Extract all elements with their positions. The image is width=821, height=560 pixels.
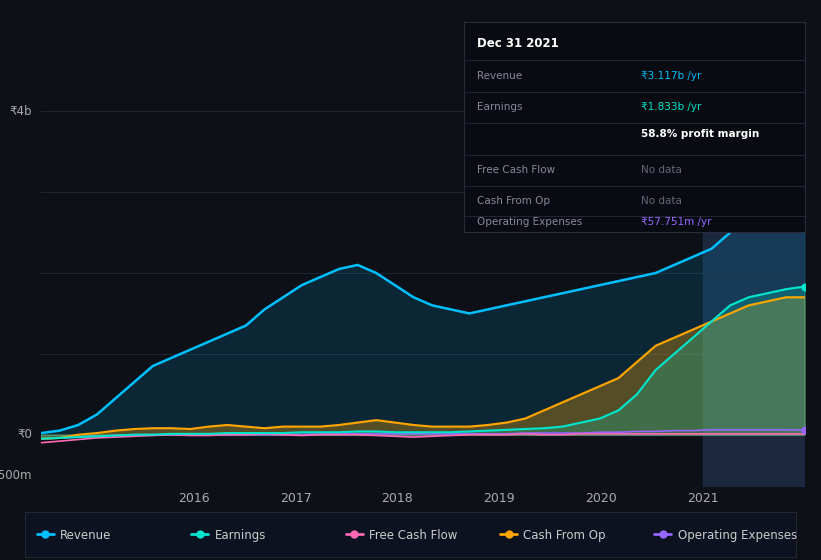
Text: Revenue: Revenue	[60, 529, 112, 542]
Text: ₹4b: ₹4b	[9, 105, 32, 118]
Text: Dec 31 2021: Dec 31 2021	[478, 37, 559, 50]
Text: No data: No data	[641, 196, 682, 206]
Text: Free Cash Flow: Free Cash Flow	[369, 529, 457, 542]
Text: ₹57.751m /yr: ₹57.751m /yr	[641, 217, 712, 227]
Text: ₹1.833b /yr: ₹1.833b /yr	[641, 102, 701, 113]
Text: Cash From Op: Cash From Op	[523, 529, 606, 542]
Bar	[703, 95, 805, 487]
Text: Earnings: Earnings	[478, 102, 523, 113]
Text: -₹500m: -₹500m	[0, 469, 32, 482]
Text: Earnings: Earnings	[214, 529, 266, 542]
Text: No data: No data	[641, 165, 682, 175]
Text: Operating Expenses: Operating Expenses	[677, 529, 796, 542]
Text: Free Cash Flow: Free Cash Flow	[478, 165, 556, 175]
Text: 58.8% profit margin: 58.8% profit margin	[641, 129, 759, 139]
Text: Operating Expenses: Operating Expenses	[478, 217, 583, 227]
Text: ₹0: ₹0	[17, 428, 32, 441]
Text: ₹3.117b /yr: ₹3.117b /yr	[641, 71, 701, 81]
Text: Revenue: Revenue	[478, 71, 523, 81]
Text: Cash From Op: Cash From Op	[478, 196, 551, 206]
